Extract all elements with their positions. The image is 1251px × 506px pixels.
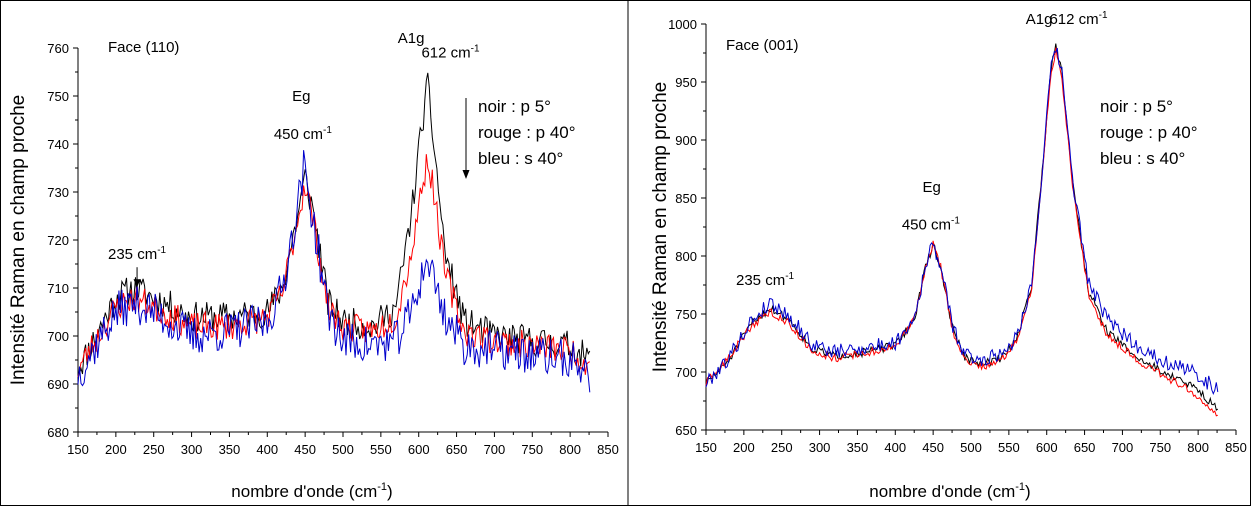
y-tick-label: 1000 [668, 17, 697, 32]
x-tick-label: 300 [181, 442, 203, 457]
x-tick-label: 450 [294, 442, 316, 457]
x-tick-label: 750 [521, 442, 543, 457]
x-axis-title-sup: -1 [1015, 481, 1025, 493]
peak-annotation-sup: -1 [1099, 10, 1108, 21]
series-line-bleu [77, 150, 591, 393]
chart-panel-face-110: 150 200 250 300 350 400 450 500 550 600 650 700 750 8… [8, 30, 619, 501]
peak-annotation: 612 cm-1 [1049, 10, 1108, 28]
y-tick-label: 740 [47, 137, 69, 152]
x-tick-label: 700 [484, 442, 506, 457]
y-tick-label: 700 [675, 365, 697, 380]
y-tick-label: 680 [47, 425, 69, 440]
series-line-noir [77, 72, 591, 378]
peak-annotation-sup: -1 [951, 215, 960, 226]
x-tick-label: 500 [332, 442, 354, 457]
x-tick-label: 150 [695, 440, 717, 455]
chart-panel-face-001: 150 200 250 300 350 400 450 500 550 600 650 700 750 8… [650, 10, 1247, 501]
peak-annotation: 235 cm-1 [108, 245, 167, 263]
series-line-bleu [705, 47, 1219, 396]
x-tick-label: 600 [408, 442, 430, 457]
x-tick-label: 750 [1149, 440, 1171, 455]
legend-entry: noir : p 5° [1100, 97, 1173, 116]
x-axis-title-sup: -1 [377, 481, 387, 493]
x-tick-label: 500 [960, 440, 982, 455]
panel-label: Face (001) [726, 37, 799, 54]
x-tick-label: 700 [1112, 440, 1134, 455]
x-axis-title: nombre d'onde (cm-1) [869, 481, 1030, 501]
legend-entry: bleu : s 40° [1100, 149, 1185, 168]
x-tick-label: 200 [733, 440, 755, 455]
peak-annotation: 612 cm-1 [421, 44, 480, 62]
x-tick-label: 350 [219, 442, 241, 457]
y-tick-label: 760 [47, 41, 69, 56]
y-tick-label: 690 [47, 377, 69, 392]
panel-label: Face (110) [108, 39, 179, 56]
x-tick-label: 250 [143, 442, 165, 457]
y-tick-label: 700 [47, 329, 69, 344]
x-tick-label: 850 [597, 442, 619, 457]
peak-annotation: A1g [398, 30, 425, 47]
annotation-arrowhead [133, 279, 141, 288]
peak-annotation: 450 cm-1 [902, 215, 961, 233]
legend-entry: rouge : p 40° [1100, 123, 1198, 142]
x-tick-label: 150 [67, 442, 89, 457]
y-tick-label: 900 [675, 133, 697, 148]
peak-annotation-sup: -1 [785, 271, 794, 282]
y-tick-label: 800 [675, 249, 697, 264]
x-tick-label: 850 [1225, 440, 1247, 455]
y-tick-label: 710 [47, 281, 69, 296]
y-tick-label: 750 [47, 89, 69, 104]
legend-arrowhead [462, 170, 470, 179]
x-axis-title-end: ) [1025, 482, 1031, 501]
y-tick-label: 950 [675, 75, 697, 90]
x-tick-label: 400 [884, 440, 906, 455]
y-tick-label: 750 [675, 307, 697, 322]
x-tick-label: 450 [922, 440, 944, 455]
peak-annotation-sup: -1 [471, 44, 480, 55]
x-tick-label: 800 [1187, 440, 1209, 455]
peak-annotation: 235 cm-1 [736, 271, 795, 289]
x-tick-label: 350 [847, 440, 869, 455]
x-tick-label: 650 [1074, 440, 1096, 455]
peak-annotation: A1g [1026, 11, 1053, 28]
y-axis-title: Intensité Raman en champ proche [650, 82, 671, 372]
peak-annotation-sup: -1 [157, 245, 166, 256]
y-axis-title: Intensité Raman en champ proche [8, 95, 29, 385]
peak-annotation: Eg [292, 88, 310, 105]
y-tick-label: 850 [675, 191, 697, 206]
x-tick-label: 200 [105, 442, 127, 457]
x-axis-title-end: ) [387, 482, 393, 501]
peak-annotation-sup: -1 [323, 125, 332, 136]
series-line-rouge [77, 154, 591, 378]
x-axis-title: nombre d'onde (cm-1) [231, 481, 392, 501]
x-tick-label: 250 [771, 440, 793, 455]
x-tick-label: 550 [998, 440, 1020, 455]
x-tick-label: 650 [446, 442, 468, 457]
peak-annotation: 450 cm-1 [274, 125, 333, 143]
x-tick-label: 600 [1036, 440, 1058, 455]
y-tick-label: 650 [675, 423, 697, 438]
x-tick-label: 400 [256, 442, 278, 457]
y-tick-label: 720 [47, 233, 69, 248]
peak-annotation: Eg [922, 179, 940, 196]
x-tick-label: 300 [809, 440, 831, 455]
legend-entry: rouge : p 40° [478, 123, 576, 142]
y-tick-label: 730 [47, 185, 69, 200]
x-tick-label: 550 [370, 442, 392, 457]
x-tick-label: 800 [559, 442, 581, 457]
legend-entry: noir : p 5° [478, 97, 551, 116]
legend-entry: bleu : s 40° [478, 149, 563, 168]
